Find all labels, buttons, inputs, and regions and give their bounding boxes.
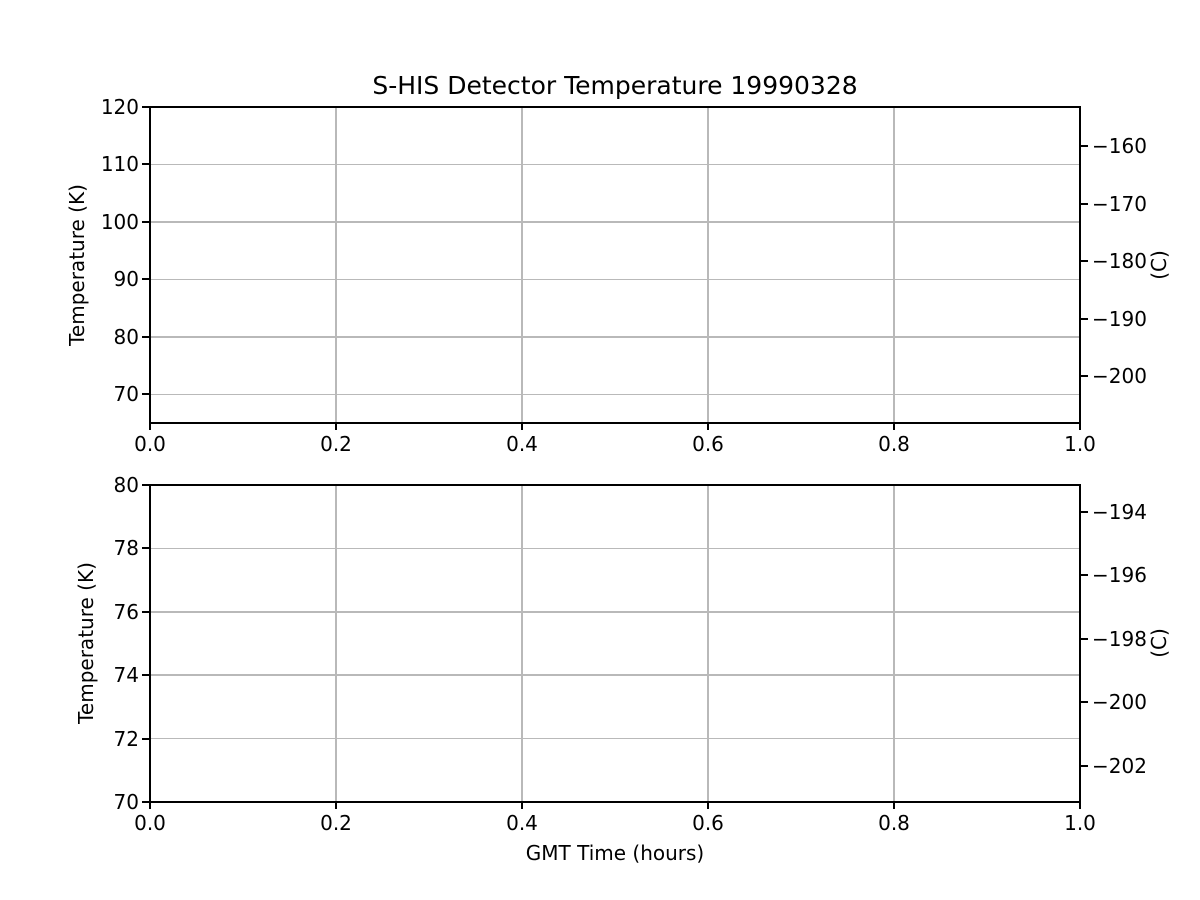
y-tick-mark-left (142, 163, 149, 166)
vertical-gridline (707, 485, 709, 802)
x-tick-mark (521, 803, 523, 809)
y-tick-label-left: 110 (100, 152, 139, 177)
x-axis-label: GMT Time (hours) (525, 841, 705, 865)
vertical-gridline (335, 485, 337, 802)
vertical-gridline (893, 485, 895, 802)
y-tick-mark-left (142, 547, 149, 550)
y-tick-mark-right (1081, 764, 1088, 767)
bottom-left-y-axis-label: Temperature (K) (74, 562, 98, 724)
y-tick-mark-right (1081, 202, 1088, 205)
y-tick-mark-left (142, 484, 149, 486)
y-tick-label-left: 70 (113, 382, 139, 407)
y-tick-mark-left (142, 220, 149, 223)
y-tick-mark-left (142, 106, 149, 108)
x-tick-mark (149, 803, 151, 809)
y-tick-label-right: −198 (1092, 626, 1147, 651)
x-tick-mark (149, 424, 151, 430)
y-tick-mark-left (142, 278, 149, 281)
horizontal-gridline (150, 221, 1080, 223)
y-tick-mark-left (142, 674, 149, 677)
x-tick-mark (521, 424, 523, 430)
y-tick-label-left: 70 (113, 790, 139, 814)
y-tick-mark-right (1081, 317, 1088, 320)
y-tick-mark-right (1081, 637, 1088, 640)
x-tick-label: 1.0 (1064, 811, 1096, 835)
x-tick-label: 0.0 (134, 811, 166, 835)
x-tick-mark (1079, 803, 1081, 809)
y-tick-mark-right (1081, 510, 1088, 513)
horizontal-gridline (150, 393, 1080, 396)
y-tick-mark-left (142, 610, 149, 613)
y-tick-mark-right (1081, 375, 1088, 378)
y-tick-label-right: −180 (1092, 249, 1147, 274)
y-tick-label-left: 74 (113, 663, 139, 688)
y-tick-mark-right (1081, 701, 1088, 704)
x-tick-label: 0.4 (506, 432, 538, 456)
x-tick-label: 0.2 (320, 811, 352, 835)
y-tick-label-right: −200 (1092, 364, 1147, 389)
vertical-gridline (521, 107, 523, 423)
y-tick-mark-right (1081, 260, 1088, 263)
x-tick-label: 1.0 (1064, 432, 1096, 456)
horizontal-gridline (150, 278, 1080, 281)
y-tick-label-left: 76 (113, 599, 139, 624)
y-tick-label-right: −200 (1092, 690, 1147, 715)
x-tick-label: 0.4 (506, 811, 538, 835)
y-tick-label-right: −202 (1092, 753, 1147, 778)
vertical-gridline (893, 107, 895, 423)
y-tick-label-right: −160 (1092, 134, 1147, 159)
y-tick-mark-right (1081, 574, 1088, 577)
x-tick-label: 0.8 (878, 811, 910, 835)
y-tick-mark-left (142, 801, 149, 803)
vertical-gridline (707, 107, 709, 423)
y-tick-mark-left (142, 393, 149, 396)
top-plot-area (149, 106, 1081, 424)
y-tick-label-right: −194 (1092, 499, 1147, 524)
x-tick-mark (1079, 424, 1081, 430)
y-tick-mark-right (1081, 145, 1088, 148)
y-tick-label-right: −196 (1092, 563, 1147, 588)
horizontal-gridline (150, 336, 1080, 338)
horizontal-gridline (150, 674, 1080, 676)
x-tick-label: 0.6 (692, 811, 724, 835)
horizontal-gridline (150, 163, 1080, 166)
y-tick-label-left: 80 (113, 473, 139, 497)
x-tick-label: 0.8 (878, 432, 910, 456)
horizontal-gridline (150, 737, 1080, 740)
horizontal-gridline (150, 611, 1080, 613)
vertical-gridline (335, 107, 337, 423)
y-tick-mark-left (142, 335, 149, 338)
y-tick-mark-left (142, 737, 149, 740)
horizontal-gridline (150, 547, 1080, 550)
x-tick-label: 0.0 (134, 432, 166, 456)
x-tick-mark (893, 803, 895, 809)
y-tick-label-left: 78 (113, 536, 139, 561)
x-tick-label: 0.6 (692, 432, 724, 456)
x-tick-mark (707, 424, 709, 430)
x-tick-mark (335, 424, 337, 430)
y-tick-label-right: −190 (1092, 306, 1147, 331)
x-tick-label: 0.2 (320, 432, 352, 456)
y-tick-label-left: 90 (113, 267, 139, 292)
x-tick-mark (893, 424, 895, 430)
y-tick-label-left: 120 (100, 95, 139, 119)
chart-title: S-HIS Detector Temperature 19990328 (372, 71, 858, 100)
y-tick-label-left: 72 (113, 726, 139, 751)
bottom-plot-area (149, 484, 1081, 803)
x-tick-mark (707, 803, 709, 809)
y-tick-label-left: 100 (100, 209, 139, 234)
vertical-gridline (521, 485, 523, 802)
y-tick-label-right: −170 (1092, 191, 1147, 216)
x-tick-mark (335, 803, 337, 809)
y-tick-label-left: 80 (113, 324, 139, 349)
